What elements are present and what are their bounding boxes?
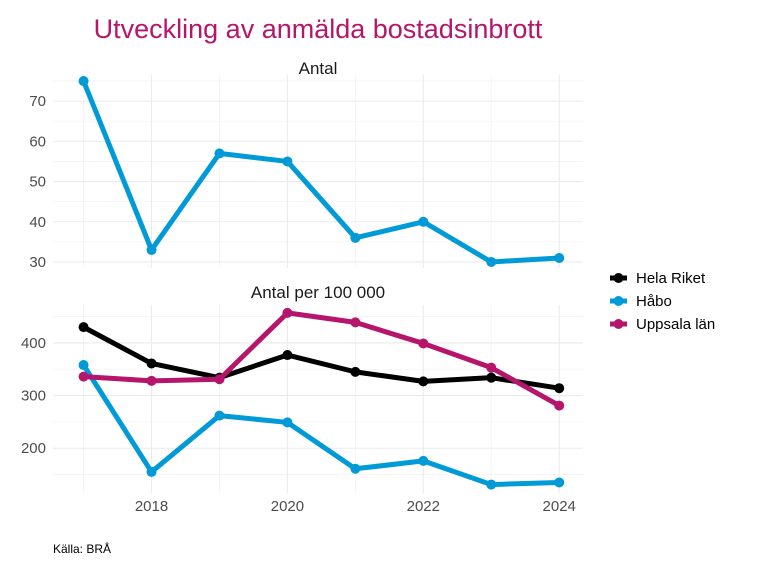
series-line [81,78,562,265]
data-point [350,232,361,243]
data-point [418,455,429,466]
panel-title: Antal per 100 000 [251,283,385,302]
data-point [146,244,157,255]
data-point [418,216,429,227]
data-point [350,463,361,474]
data-point [146,466,157,477]
legend-key-point [613,273,624,283]
panel-title: Antal [299,59,338,78]
data-point [214,410,225,421]
series-habo [78,360,565,490]
x-tick-label: 2024 [543,498,576,515]
series-habo [78,76,565,267]
y-tick-label: 40 [29,214,46,231]
data-point [418,338,429,349]
data-point [418,376,429,387]
data-point [554,400,565,411]
data-point [554,477,565,488]
data-point [282,350,293,361]
panels: Antal 30 40 50 60 70 Antal per 100 000 200 300 40… [21,59,583,515]
data-point [350,366,361,377]
series-uppsala-lan [78,307,565,411]
data-point [214,374,225,385]
series-hela-riket [78,322,565,394]
legend-item: Håbo [610,293,672,310]
x-tick-label: 2018 [135,498,168,515]
y-tick-label: 300 [21,388,46,405]
data-point [78,76,89,87]
x-axis: 2018 2020 2022 2024 [135,498,576,515]
data-point [78,371,89,382]
data-point [78,360,89,371]
data-point [486,256,497,267]
y-tick-label: 50 [29,174,46,191]
data-point [78,322,89,333]
y-tick-label: 200 [21,440,46,457]
data-point [282,156,293,167]
series-line [81,310,562,409]
legend-key-point [613,296,624,306]
x-tick-label: 2020 [271,498,304,515]
data-point [214,148,225,159]
chart-title: Utveckling av anmälda bostadsinbrott [94,14,543,44]
legend-label: Hela Riket [636,270,706,287]
legend-label: Uppsala län [636,316,715,333]
legend-item: Uppsala län [610,316,715,333]
y-tick-label: 30 [29,254,46,271]
x-tick-label: 2022 [407,498,440,515]
legend-item: Hela Riket [610,270,706,287]
data-point [282,307,293,318]
data-point [146,375,157,386]
series-line [81,362,562,488]
panel-per-100000: Antal per 100 000 200 300 400 [21,283,583,493]
data-point [350,317,361,328]
panel-antal: Antal 30 40 50 60 70 [29,59,583,271]
data-point [282,417,293,428]
data-point [146,358,157,369]
legend-key-point [613,319,624,329]
y-tick-label: 70 [29,93,46,110]
legend-label: Håbo [636,293,672,310]
caption: Källa: BRÅ [53,541,111,556]
data-point [554,383,565,394]
legend: Hela Riket Håbo Uppsala län [610,270,715,333]
data-point [554,252,565,263]
y-tick-label: 60 [29,133,46,150]
data-point [486,479,497,490]
y-tick-label: 400 [21,335,46,352]
series-line [81,324,562,391]
data-point [486,362,497,373]
data-point [486,372,497,383]
